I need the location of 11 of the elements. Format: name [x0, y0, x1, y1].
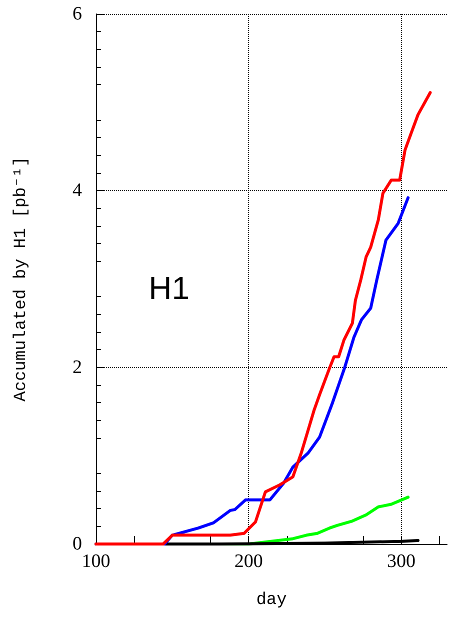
- x-tick-label: 300: [386, 551, 416, 572]
- x-axis-title: day: [256, 591, 287, 610]
- y-tick-label: 0: [72, 534, 82, 554]
- y-tick-label: 6: [72, 4, 82, 24]
- y-axis-title: Accumulated by H1 [pb⁻¹]: [12, 156, 31, 402]
- annotation: H1: [148, 270, 190, 306]
- x-tick-label: 100: [82, 551, 110, 572]
- y-tick-label: 4: [72, 180, 82, 202]
- line-series: [94, 91, 432, 546]
- y-tick-label: 2: [72, 356, 82, 378]
- x-tick-label: 200: [234, 551, 263, 572]
